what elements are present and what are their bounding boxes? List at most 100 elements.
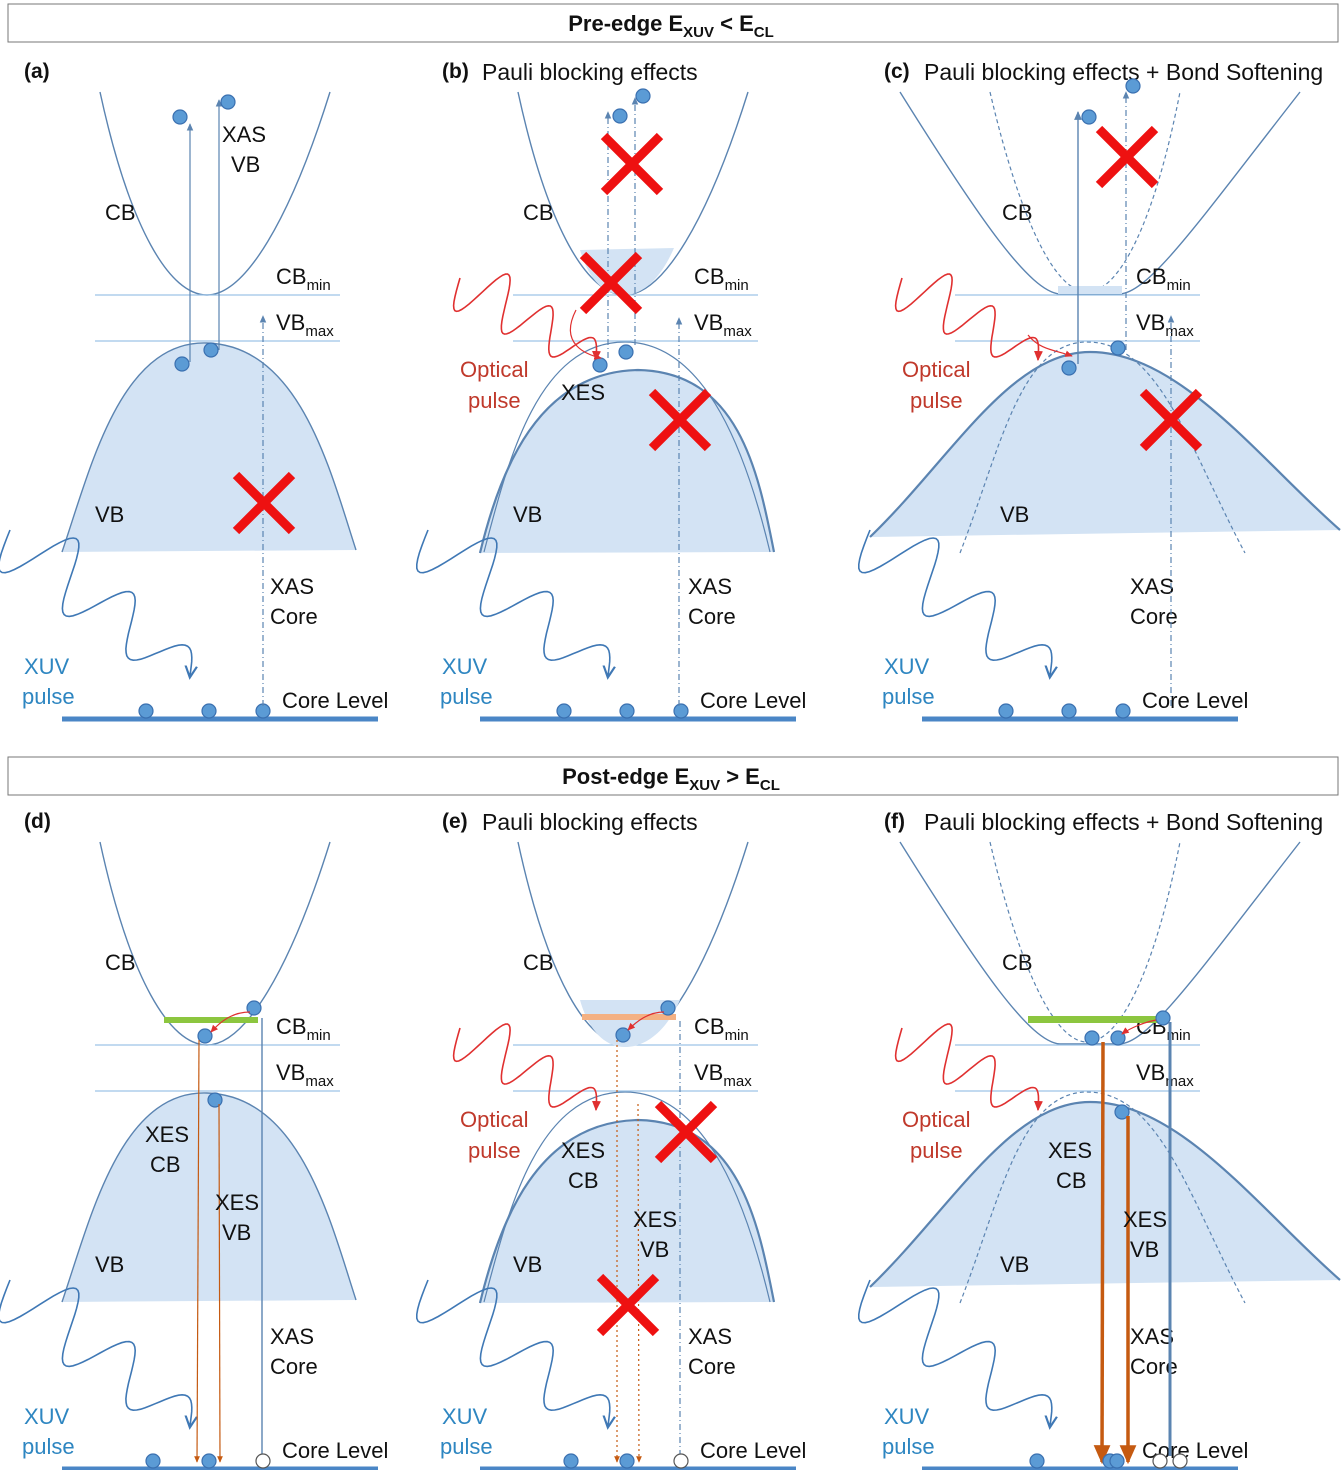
panel-a-vbmax-label-sub: max	[305, 323, 334, 340]
panel-f-xuv-label-1: XUV	[884, 1404, 930, 1429]
panel-d-vb-fill	[62, 1092, 356, 1302]
panel-b-core-electron-1	[619, 703, 635, 719]
panel-e-optical-wave	[452, 1023, 601, 1112]
panel-b-xuv-label-2: pulse	[440, 684, 493, 709]
panel-e-vbmax-label: VBmax	[694, 1060, 752, 1090]
panel-a-xuv-label-1: XUV	[24, 654, 70, 679]
panel-a-vb-curve	[61, 342, 357, 553]
panel-a-vb-electron-1	[174, 356, 190, 372]
panel-e-tag: (e)	[442, 810, 468, 833]
panel-d-tag: (d)	[24, 810, 51, 833]
panel-b-optical-label-2: pulse	[468, 388, 521, 413]
panel-c-cbmin-label-sub: min	[1167, 277, 1191, 294]
panel-d-core-electron-2	[255, 1453, 271, 1469]
panel-c-vb-label: VB	[1000, 502, 1029, 527]
post-edge-header-part-2: > E	[720, 764, 760, 789]
panel-c-cbmin-label: CBmin	[1136, 264, 1191, 294]
panel-b-core-electron-2	[673, 703, 689, 719]
panel-c-vb-original-dashed	[959, 341, 1246, 554]
panel-c-cb-original-dashed	[989, 91, 1181, 293]
post-edge-header-title: Post-edge EXUV > ECL	[562, 764, 780, 794]
panel-d-vbmax-label-main: VB	[276, 1060, 305, 1085]
panel-c-excited-electron-2	[1125, 78, 1141, 94]
post-edge-header-part-0: Post-edge E	[562, 764, 689, 789]
panel-f-core-electron-4	[1172, 1453, 1188, 1469]
panel-b-tag: (b)	[442, 60, 469, 83]
panel-b-optical-wave	[452, 273, 601, 362]
panel-d-cbmin-label: CBmin	[276, 1014, 331, 1044]
panel-d-xuv-label-2: pulse	[22, 1434, 75, 1459]
panel-e-xes-vb-label-1: XES	[633, 1207, 677, 1232]
panel-d-xas-core-label-2: Core	[270, 1354, 318, 1379]
panel-e-vbmax-label-sub: max	[723, 1073, 752, 1090]
panel-f-vb-label: VB	[1000, 1252, 1029, 1277]
panel-f-xes-vb-label-2: VB	[1130, 1237, 1159, 1262]
panel-a-xas-core-label-2: Core	[270, 604, 318, 629]
panel-f-cbmin-label-sub: min	[1167, 1027, 1191, 1044]
panel-b-excited-electron-1	[612, 108, 628, 124]
panel-d-core-level-label: Core Level	[282, 1438, 388, 1463]
panel-e-xes-cb-label-1: XES	[561, 1138, 605, 1163]
panel-d-cb-electron-relaxed	[197, 1028, 213, 1044]
panel-f-vbmax-label: VBmax	[1136, 1060, 1194, 1090]
pre-edge-header-box	[7, 3, 1339, 43]
panel-e-cb-electron-relaxed	[615, 1027, 631, 1043]
panel-e-relax-arrow	[627, 1011, 665, 1031]
panel-a-vbmax-label-main: VB	[276, 310, 305, 335]
panel-e-core-level-label: Core Level	[700, 1438, 806, 1463]
panel-c-vbmax-label: VBmax	[1136, 310, 1194, 340]
panel-c-cbmin-label-main: CB	[1136, 264, 1167, 289]
panel-b-blocked-cross-high-strokes	[600, 132, 664, 196]
panel-c-core-level-label: Core Level	[1142, 688, 1248, 713]
panel-e-vb-label: VB	[513, 1252, 542, 1277]
panel-b-blocked-cross-vb	[648, 388, 712, 452]
panel-e-xuv-label-2: pulse	[440, 1434, 493, 1459]
panel-b-vbmax-label-sub: max	[723, 323, 752, 340]
panel-c-optical-wave	[894, 273, 1043, 362]
panel-e-cbmin-label-sub: min	[725, 1027, 749, 1044]
panel-e-blocked-cross-cbmin	[654, 1100, 718, 1164]
panel-f-tag: (f)	[884, 810, 905, 833]
panel-e-title: Pauli blocking effects	[482, 809, 698, 835]
panel-d-relax-arrow	[210, 1011, 251, 1033]
panel-d-xes-cb-label-1: XES	[145, 1122, 189, 1147]
panel-d-xes-cb-arrow	[194, 1039, 200, 1463]
panel-d-vb-label: VB	[95, 1252, 124, 1277]
panel-b-cbmin-label-main: CB	[694, 264, 725, 289]
panel-f-xuv-wave	[858, 1279, 1052, 1426]
panel-b-vb-electron-1	[592, 357, 608, 373]
panel-a-vb-fill	[62, 342, 356, 552]
panel-d-xes-cb-label-2: CB	[150, 1152, 181, 1177]
panel-a-tag: (a)	[24, 60, 50, 83]
panel-f-cb-electron-hot	[1155, 1010, 1171, 1026]
panel-f-vbmax-label-sub: max	[1165, 1073, 1194, 1090]
panel-d-core-electron-1	[201, 1453, 217, 1469]
panel-f-xes-vb-label-1: XES	[1123, 1207, 1167, 1232]
panel-c-vb-fill	[870, 352, 1340, 537]
panel-e-xes-vb-label-2: VB	[640, 1237, 669, 1262]
panel-c-blocked-cross-vb	[1139, 388, 1203, 452]
panel-a-xuv-wave	[0, 529, 192, 676]
panel-f-core-electron-2	[1109, 1453, 1125, 1469]
panel-d-vb-curve	[61, 1092, 357, 1303]
pre-edge-header-part-1: XUV	[683, 24, 714, 41]
panel-a-blocked-cross	[232, 471, 296, 535]
panel-d-cb-label: CB	[105, 950, 136, 975]
panel-b-excited-electron-2	[635, 88, 651, 104]
panel-b-vb-label: VB	[513, 502, 542, 527]
panel-f-core-electron-3	[1152, 1453, 1168, 1469]
panel-e-xes-cb-label-2: CB	[568, 1168, 599, 1193]
panel-f-optical-label-2: pulse	[910, 1138, 963, 1163]
panel-b-vb-curve	[478, 368, 776, 554]
panel-d-xuv-label-1: XUV	[24, 1404, 70, 1429]
panel-b-xuv-wave	[416, 529, 610, 676]
panel-b-vb-fill	[480, 370, 774, 553]
panel-a-xuv-label-2: pulse	[22, 684, 75, 709]
panel-f-vb-original-dashed	[959, 1091, 1246, 1304]
panel-c-core-electron-2	[1115, 703, 1131, 719]
panel-e-xas-core-label-1: XAS	[688, 1324, 732, 1349]
panel-b-vbmax-label: VBmax	[694, 310, 752, 340]
panel-d-cbmin-label-main: CB	[276, 1014, 307, 1039]
panel-e-core-electron-2	[673, 1453, 689, 1469]
